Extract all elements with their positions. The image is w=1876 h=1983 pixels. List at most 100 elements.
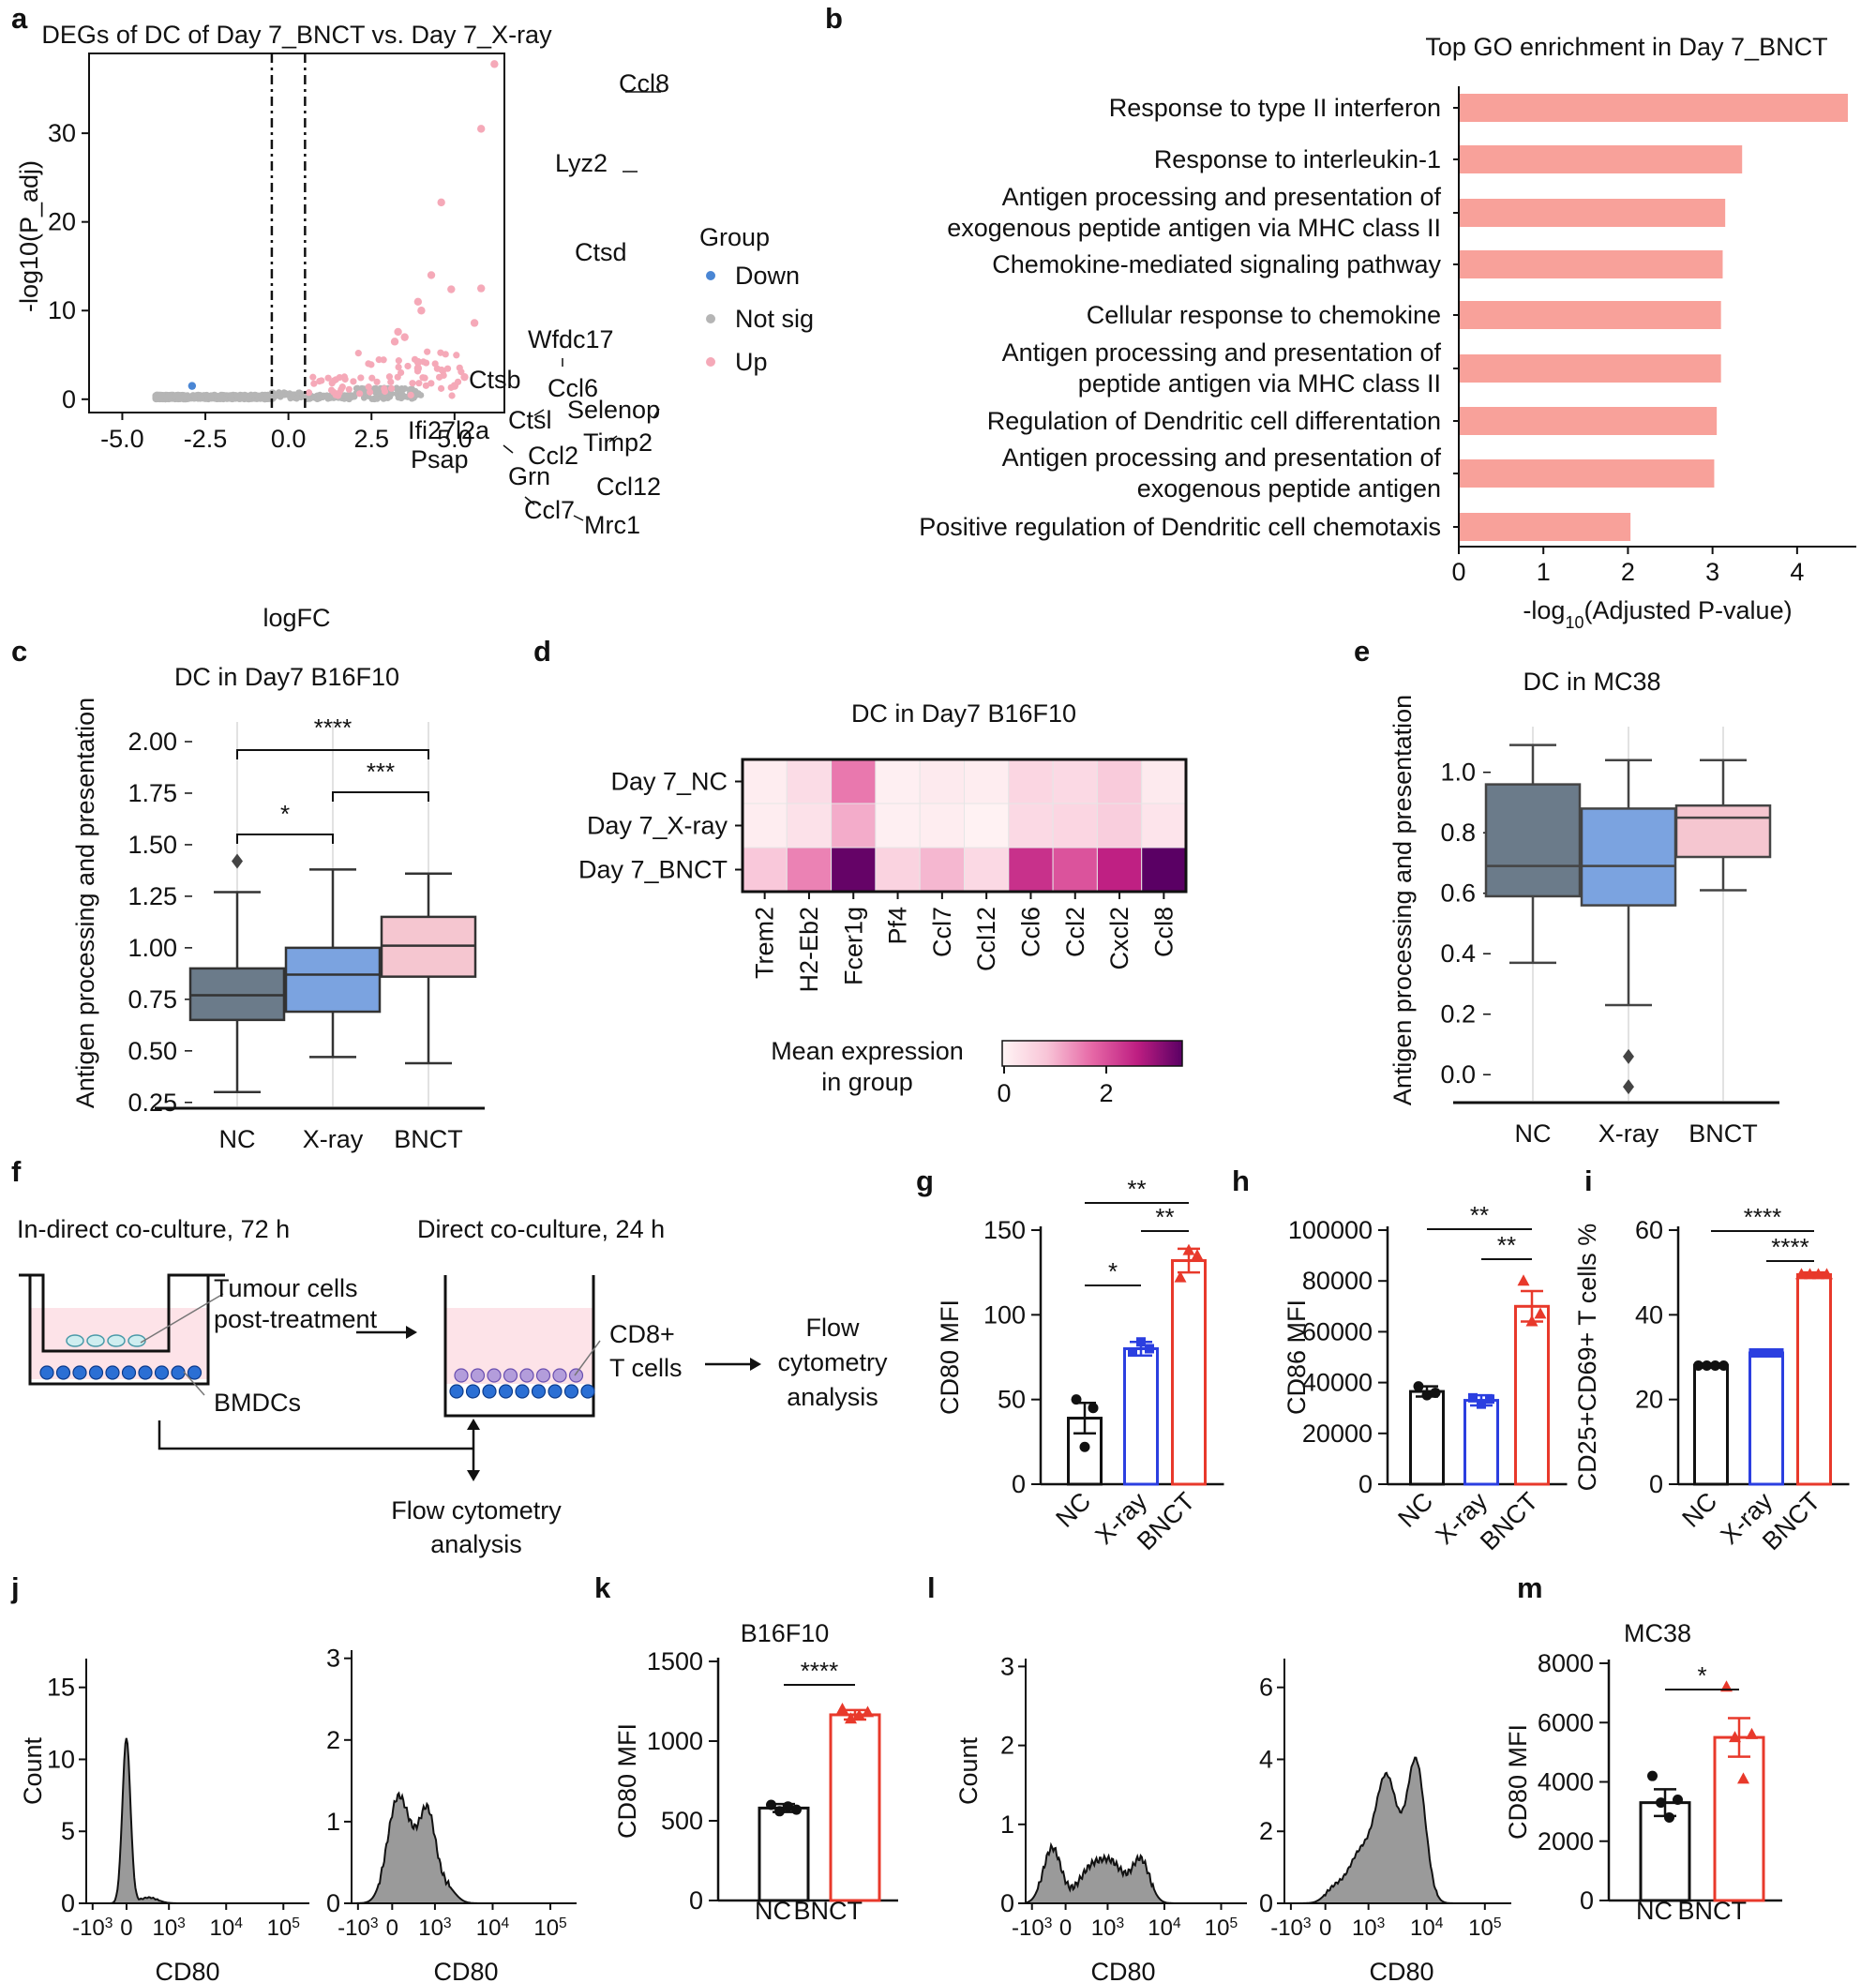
box — [1674, 804, 1772, 859]
column-label: Pf4 — [884, 907, 912, 945]
y-tick-label: 100000 — [1288, 1216, 1373, 1244]
point-not-sig — [153, 396, 160, 403]
x-tick-label: NC — [1636, 1897, 1673, 1925]
panel-k-title: B16F10 — [741, 1619, 830, 1647]
data-point — [1468, 1392, 1478, 1403]
data-point — [1710, 1360, 1720, 1372]
point-not-sig — [174, 395, 182, 401]
tumour-cell — [128, 1334, 146, 1347]
colorbar-tick: 2 — [1099, 1079, 1113, 1107]
colorbar-label: Mean expression — [771, 1037, 964, 1065]
point-up — [357, 374, 365, 382]
column-label: Trem2 — [751, 907, 779, 979]
x-tick-label: 104 — [476, 1915, 510, 1942]
legend-item: Not sig — [735, 305, 814, 333]
y-tick-label: 4000 — [1538, 1768, 1594, 1796]
point-up — [380, 356, 387, 364]
x-tick-label: NC — [755, 1897, 791, 1925]
point-not-sig — [324, 395, 332, 402]
point-up — [368, 361, 375, 368]
label-flow: analysis — [430, 1530, 522, 1558]
gene-label: Lyz2 — [555, 149, 608, 177]
bar — [1693, 1364, 1729, 1486]
panel-label-a: a — [11, 2, 28, 35]
x-tick-label: -2.5 — [184, 425, 228, 453]
y-axis-label: CD86 MFI — [1283, 1299, 1311, 1415]
point-up — [395, 363, 402, 371]
pointer-line — [574, 1340, 601, 1376]
gene-label: Ctsb — [469, 366, 521, 394]
point-not-sig — [167, 393, 174, 399]
panel-label-l: l — [927, 1571, 936, 1604]
point-up — [437, 384, 445, 392]
cd8-cell — [503, 1368, 518, 1383]
plot-frame — [88, 53, 505, 413]
data-point — [1485, 1394, 1494, 1405]
y-axis-label: -log10(P_adj) — [15, 160, 43, 312]
y-tick-label: 6000 — [1538, 1708, 1594, 1736]
point-not-sig — [412, 387, 419, 395]
panel-label-f: f — [11, 1155, 22, 1188]
go-term-label: exogenous peptide antigen — [1137, 474, 1441, 503]
point-not-sig — [288, 392, 295, 399]
leader-line — [573, 515, 584, 521]
point-not-sig — [239, 392, 247, 399]
heatmap-cell — [1141, 759, 1187, 804]
x-tick-label: 0 — [120, 1915, 132, 1941]
point-up — [387, 378, 395, 386]
bmdc-cell — [498, 1384, 514, 1399]
point-up — [316, 377, 323, 385]
data-point — [1088, 1403, 1099, 1414]
panel-c-title: DC in Day7 B16F10 — [174, 663, 399, 691]
point-up — [431, 360, 439, 368]
heatmap-cell — [786, 803, 833, 849]
x-axis-label: logFC — [263, 604, 330, 632]
column-label: Ccl12 — [972, 907, 1000, 971]
x-tick-label: -5.0 — [100, 425, 144, 453]
heatmap-cell — [875, 803, 921, 849]
y-tick-label: 50 — [998, 1386, 1026, 1414]
x-tick-label: NC — [1515, 1119, 1552, 1148]
x-tick-label: 103 — [1352, 1915, 1385, 1942]
point-not-sig — [245, 396, 252, 403]
point-not-sig — [373, 395, 380, 402]
well-outline — [28, 1275, 210, 1386]
point-timp2 — [470, 319, 479, 327]
go-term-label: Chemokine-mediated signaling pathway — [992, 250, 1441, 278]
data-point — [1702, 1360, 1712, 1372]
data-point — [853, 1708, 865, 1720]
point-up — [328, 380, 336, 387]
y-tick-label: 4 — [1259, 1745, 1273, 1773]
point-not-sig — [398, 391, 406, 398]
y-tick-label: 60 — [1635, 1216, 1663, 1244]
histogram-area — [86, 1737, 309, 1904]
tumour-cell — [107, 1334, 126, 1347]
gene-label: Ctsl — [508, 406, 552, 434]
x-tick-label: BNCT — [794, 1897, 863, 1925]
y-tick-label: 0 — [1259, 1889, 1273, 1917]
panel-label-i: i — [1584, 1164, 1593, 1197]
pointer-line — [140, 1293, 224, 1344]
data-point — [1795, 1268, 1808, 1280]
outlier — [232, 853, 243, 869]
point-ccl12 — [460, 372, 469, 382]
y-tick-label: 0.75 — [128, 985, 177, 1014]
leader-line — [653, 408, 660, 419]
significance-label: * — [1108, 1257, 1118, 1285]
panel-m-title: MC38 — [1624, 1619, 1691, 1647]
gene-label: Ccl7 — [524, 496, 575, 524]
x-tick-label: BNCT — [394, 1125, 463, 1153]
go-term-label: Antigen processing and presentation of — [1002, 183, 1442, 211]
tumour-cell — [66, 1334, 84, 1347]
y-tick-label: 2 — [1000, 1732, 1014, 1760]
column-label: Cxcl2 — [1105, 907, 1133, 970]
point-not-sig — [316, 394, 323, 400]
panel-a-title: DEGs of DC of Day 7_BNCT vs. Day 7_X-ray — [41, 21, 552, 49]
point-up — [428, 380, 435, 387]
data-point — [1765, 1347, 1776, 1358]
connector — [158, 1420, 473, 1450]
significance-label: **** — [801, 1657, 838, 1685]
point-up — [356, 390, 364, 398]
data-point — [1071, 1394, 1082, 1405]
point-ctsl — [417, 307, 426, 315]
